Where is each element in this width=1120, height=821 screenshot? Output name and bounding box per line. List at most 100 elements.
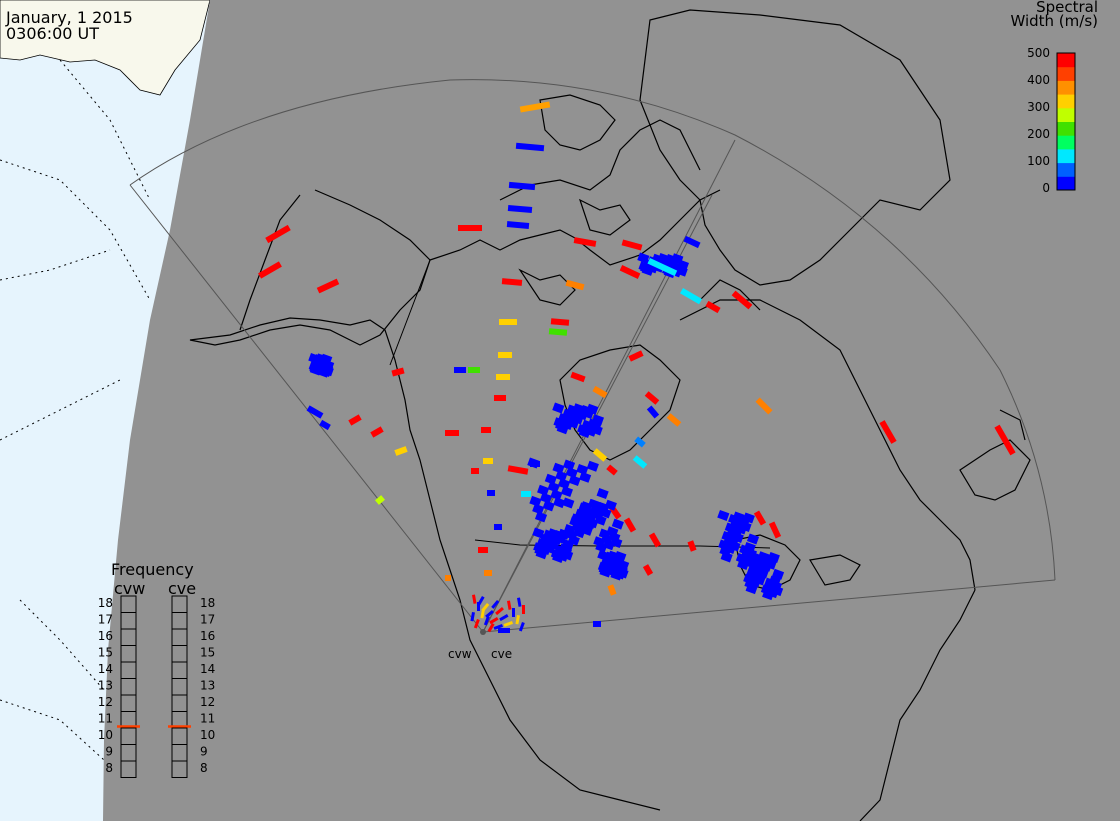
echo-cell — [554, 544, 567, 556]
colorbar-ticks: 500 400 300 200 100 0 — [1027, 46, 1050, 195]
frequency-label-cvw: 16 — [98, 629, 113, 643]
frequency-label-cve: 15 — [200, 646, 215, 660]
frequency-label-cvw: 11 — [98, 712, 113, 726]
echo-cell — [484, 570, 492, 576]
echo-cell — [552, 402, 565, 414]
frequency-radar-cvw: cvw — [114, 579, 145, 598]
frequency-label-cve: 10 — [200, 728, 215, 742]
echo-cell — [555, 470, 568, 482]
echo-cell — [483, 458, 493, 464]
frequency-label-cve: 9 — [200, 745, 208, 759]
echo-cell — [731, 290, 753, 310]
echo-cell — [454, 367, 466, 373]
frequency-label-cve: 14 — [200, 662, 215, 676]
echo-cell — [318, 362, 331, 374]
frequency-label-cvw: 17 — [98, 613, 113, 627]
echo-cell — [471, 468, 479, 474]
echo-cell — [634, 436, 646, 448]
echo-cell — [507, 465, 529, 475]
echo-cell — [506, 221, 530, 229]
frequency-label-cve: 16 — [200, 629, 215, 643]
echo-cell — [508, 181, 536, 191]
colorbar-segment — [1057, 148, 1075, 164]
echo-cell — [543, 529, 556, 541]
echo-cell — [507, 600, 512, 610]
echo-cell — [539, 492, 552, 504]
radar-label-cvw: cvw — [448, 647, 472, 661]
echo-cell — [534, 511, 548, 523]
colorbar-segment — [1057, 121, 1075, 136]
echo-cell — [519, 101, 551, 113]
colorbar-segment — [1057, 107, 1075, 122]
colorbar-frame — [1056, 52, 1076, 191]
echo-cell — [565, 279, 585, 291]
echo-cell — [550, 489, 563, 501]
frequency-label-cve: 12 — [200, 695, 215, 709]
echo-cell — [619, 265, 641, 279]
echo-cell — [593, 536, 606, 548]
frequency-label-cve: 18 — [200, 596, 215, 610]
echo-cell — [518, 622, 525, 632]
map-disc — [103, 0, 1120, 821]
echo-cell — [621, 239, 643, 251]
echo-cell — [592, 385, 608, 399]
frequency-label-cvw: 9 — [105, 745, 113, 759]
echo-cell — [611, 518, 624, 530]
echo-cell — [501, 278, 523, 286]
frequency-label-cve: 8 — [200, 761, 208, 775]
echo-cell — [515, 615, 520, 625]
echo-cell — [718, 539, 731, 551]
echo-cell — [542, 500, 555, 512]
echo-cell — [552, 462, 565, 474]
siberia-land — [0, 0, 211, 96]
echo-cell — [515, 142, 545, 152]
echo-cell — [503, 621, 514, 627]
echo-cell — [477, 596, 485, 606]
echo-cell — [495, 607, 504, 616]
echo-cell — [370, 426, 384, 438]
colorbar-title-2: Width (m/s) — [1010, 12, 1098, 30]
echo-cell — [580, 501, 593, 513]
frequency-label-cve: 11 — [200, 712, 215, 726]
frequency-title: Frequency — [111, 560, 194, 579]
echo-cell — [569, 516, 582, 528]
frequency-label-cvw: 10 — [98, 728, 113, 742]
echo-cell — [498, 352, 512, 358]
echo-cell — [485, 610, 494, 619]
echo-cell — [529, 495, 542, 507]
echo-cell — [576, 464, 589, 475]
echo-cell — [768, 521, 782, 539]
colorbar-segment — [1057, 53, 1075, 68]
echo-cell — [705, 300, 721, 314]
echo-cell — [472, 594, 477, 604]
echo-cell — [316, 278, 340, 294]
frequency-label-cvw: 8 — [105, 761, 113, 775]
echo-cell — [586, 460, 599, 472]
coastlines — [189, 9, 1031, 821]
echo-cell — [319, 419, 331, 431]
echo-cell — [561, 539, 575, 551]
echo-cell — [566, 404, 579, 416]
echo-cell — [517, 597, 522, 607]
echo-cell — [468, 367, 480, 373]
echo-cell — [481, 602, 490, 612]
echo-cell — [579, 471, 592, 483]
echo-cell — [537, 484, 550, 496]
echo-cell — [879, 420, 897, 444]
echo-cell — [375, 495, 385, 505]
frequency-panel: Frequency cvw cve 18 18 17 17 16 16 15 15 14 14 13… — [98, 560, 215, 778]
echo-cell — [771, 568, 785, 580]
colorbar-tick-label: 200 — [1027, 127, 1050, 141]
frequency-label-cvw: 13 — [98, 679, 113, 693]
echo-cell — [494, 524, 502, 530]
echo-cell — [481, 427, 491, 433]
echo-cell — [483, 616, 490, 626]
echo-cell — [558, 478, 571, 490]
echo-cell — [499, 614, 509, 622]
frequency-box — [120, 760, 137, 778]
map-date: January, 1 2015 — [6, 8, 133, 27]
echo-cell — [728, 513, 741, 525]
frequency-label-cvw: 15 — [98, 646, 113, 660]
colorbar-tick-label: 300 — [1027, 100, 1050, 114]
colorbar-gradient — [1057, 53, 1075, 191]
